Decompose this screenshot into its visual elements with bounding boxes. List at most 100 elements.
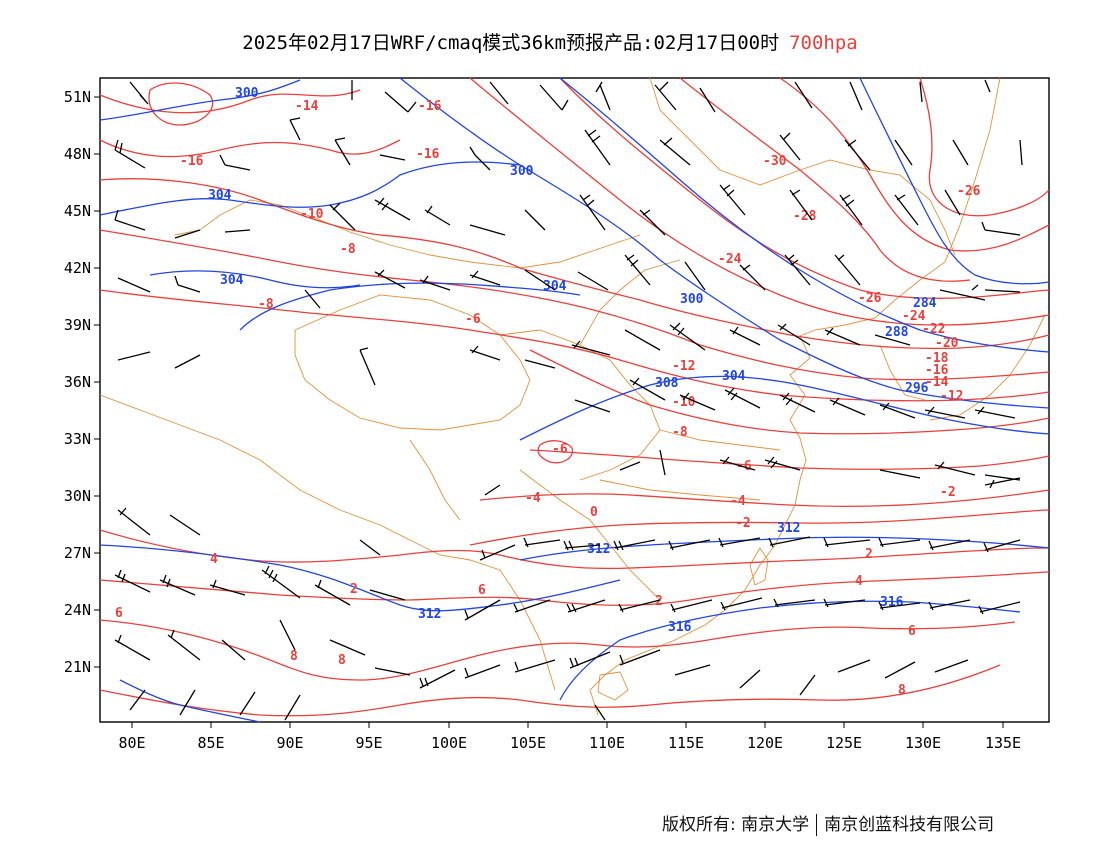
wind-barb (359, 347, 376, 386)
wind-barb (719, 456, 756, 471)
wind-barb (981, 221, 1021, 236)
temp-contour (99, 229, 1050, 381)
temp-label: -16 (418, 99, 442, 114)
wind-barbs (114, 79, 1023, 721)
lat-label: 45N (64, 202, 91, 220)
temp-label: -12 (940, 389, 963, 404)
wind-barb (874, 334, 911, 346)
height-contour (399, 77, 1050, 409)
wind-barb (209, 579, 246, 596)
temp-contour (99, 664, 1001, 717)
wind-barb (799, 674, 816, 696)
wind-barb (261, 565, 301, 599)
height-label: 300 (235, 86, 259, 101)
wind-barb (114, 569, 151, 593)
wind-barb (879, 402, 916, 419)
wind-barb (469, 146, 491, 171)
wind-barb (659, 449, 666, 476)
wind-barb (379, 154, 406, 161)
height-contour (99, 544, 621, 612)
lon-label: 110E (589, 734, 625, 752)
temp-label: -14 (295, 99, 319, 114)
temp-label: -8 (672, 425, 688, 440)
temp-label: 2 (865, 547, 873, 562)
wind-barb (484, 484, 501, 496)
lon-label: 115E (668, 734, 704, 752)
temp-label: -2 (940, 485, 956, 500)
wind-barb (928, 539, 971, 551)
height-label: 312 (418, 607, 441, 622)
wind-barb (359, 539, 381, 556)
wind-barb (773, 598, 816, 608)
lon-label: 90E (276, 734, 303, 752)
wind-barb (329, 202, 356, 231)
wind-barb (878, 601, 921, 611)
wind-barb (419, 669, 456, 689)
height-contour (859, 77, 1050, 285)
wind-barb (668, 539, 711, 551)
wind-barb (934, 659, 969, 673)
wind-barb (117, 351, 151, 361)
wind-barb (639, 209, 666, 236)
wind-barb (469, 345, 501, 361)
boundaries (99, 77, 1046, 716)
height-contour (519, 536, 1050, 561)
height-label: 288 (885, 325, 909, 340)
temp-contour (919, 77, 1050, 217)
wind-barb (934, 461, 976, 476)
lat-label: 42N (64, 259, 91, 277)
wind-barb (699, 87, 716, 113)
wind-barb (464, 599, 501, 621)
interior-boundary-3 (659, 429, 781, 451)
height-contour (559, 77, 1050, 353)
temp-label: 6 (115, 606, 123, 621)
height-contour (519, 375, 1050, 441)
wind-barb (513, 599, 551, 613)
wind-barb (239, 691, 256, 716)
temp-label: 4 (210, 552, 218, 567)
wind-barb (984, 477, 1021, 489)
wind-barb (719, 184, 746, 216)
wind-barb (159, 574, 196, 596)
wind-barb (1019, 139, 1023, 166)
wind-barb (659, 137, 691, 166)
wind-barb (524, 209, 546, 231)
wind-barb (739, 669, 761, 689)
temp-label: -6 (465, 312, 481, 327)
temp-contour (148, 82, 214, 126)
wind-barb (114, 209, 146, 231)
interior-boundary-4 (599, 479, 761, 501)
wind-barb (777, 323, 811, 346)
temp-contour (529, 449, 1050, 470)
lat-label: 21N (64, 658, 91, 676)
wind-barb (129, 81, 149, 105)
map-title: 2025年02月17日WRF/cmaq模式36km预报产品:02月17日00时 7… (0, 28, 1100, 55)
copyright-left: 版权所有: 南京大学 (662, 815, 810, 835)
height-label-group: 300 304 300 304 304 300 288 284 308 304 … (208, 86, 937, 635)
wind-barb (679, 392, 716, 411)
lon-labels: 80E 85E 90E 95E 100E 105E 110E 115E 120E… (118, 734, 1021, 752)
wind-barb (169, 514, 201, 536)
temp-label: -26 (858, 291, 882, 306)
wind-barb (794, 81, 813, 109)
temp-label: -30 (763, 154, 787, 169)
wind-barb (464, 664, 501, 679)
temp-label: 4 (855, 574, 863, 589)
height-label: 300 (680, 292, 704, 307)
temp-label: -16 (180, 154, 204, 169)
height-label: 300 (510, 164, 534, 179)
wind-barb (595, 81, 611, 111)
lon-label: 80E (118, 734, 145, 752)
temp-contour (469, 77, 1050, 326)
lat-label: 30N (64, 487, 91, 505)
temp-label: -26 (957, 184, 981, 199)
wind-barb (579, 194, 606, 231)
lon-label: 95E (355, 734, 382, 752)
height-label: 284 (913, 296, 937, 311)
lon-axis (131, 722, 1004, 728)
lat-label: 39N (64, 316, 91, 334)
wind-barb (654, 81, 677, 111)
hainan (597, 671, 629, 701)
temp-contour (537, 440, 574, 464)
